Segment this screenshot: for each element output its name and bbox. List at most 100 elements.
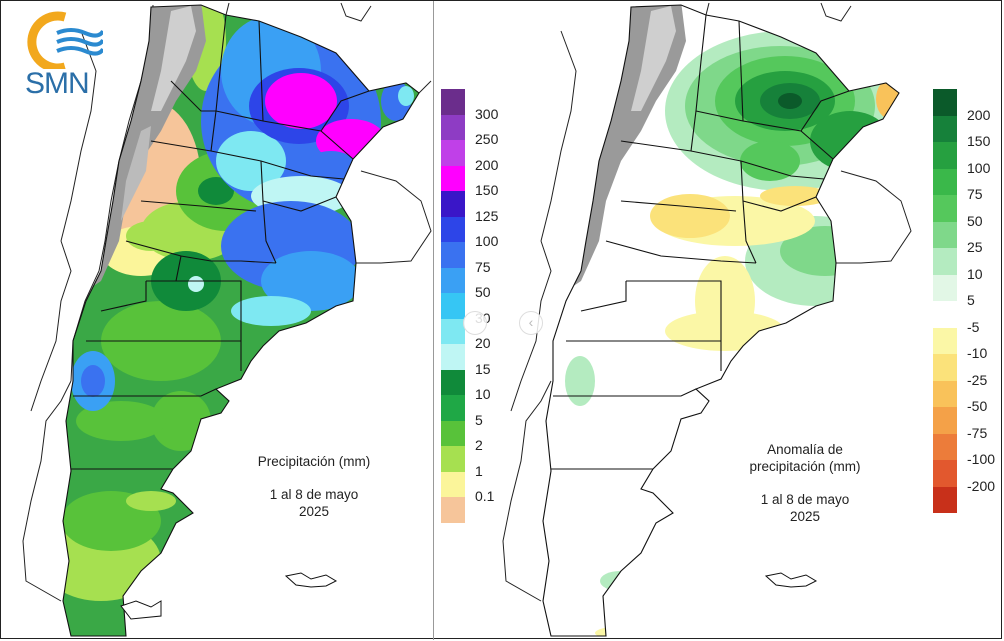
- legend-item: [441, 497, 521, 525]
- precipitation-year: 2025: [298, 504, 330, 519]
- legend-item: -200: [933, 460, 1003, 494]
- chevron-left-icon: ‹: [528, 314, 534, 330]
- legend-label: 300: [475, 105, 499, 122]
- legend-item: 25: [933, 221, 1003, 255]
- legend-swatch: [933, 115, 957, 142]
- province-borders: [62, 4, 420, 637]
- legend-swatch: [441, 293, 465, 319]
- legend-swatch: [933, 142, 957, 169]
- legend-label: 20: [475, 335, 491, 351]
- legend-label: -200: [967, 477, 996, 494]
- neighbour-borders-right: [502, 2, 912, 602]
- legend-label: -5: [967, 318, 980, 335]
- legend-label: 2: [475, 437, 483, 453]
- carousel-prev-button[interactable]: ‹: [519, 311, 543, 335]
- legend-item: 2: [441, 420, 521, 453]
- legend-item: -100: [933, 433, 1003, 467]
- legend-item: 10: [933, 248, 1003, 282]
- legend-item: 5: [933, 274, 1003, 308]
- legend-label: 50: [475, 284, 491, 300]
- legend-label: 1: [475, 462, 483, 479]
- legend-swatch: [441, 140, 465, 166]
- anomaly-caption: Anomalía de precipitación (mm) 1 al 8 de…: [725, 441, 885, 525]
- legend-item: 100: [441, 216, 521, 249]
- legend-label: -25: [967, 371, 988, 388]
- anomaly-period: 1 al 8 de mayo: [760, 492, 850, 507]
- smn-logo-icon: [27, 11, 103, 69]
- legend-swatch: [933, 433, 957, 460]
- legend-item: 20: [441, 318, 521, 351]
- legend-swatch: [933, 354, 957, 381]
- legend-swatch: [933, 168, 957, 195]
- legend-swatch: [933, 89, 957, 116]
- precipitation-title: Precipitación (mm): [257, 454, 371, 469]
- legend-swatch: [933, 221, 957, 248]
- legend-label: 125: [475, 207, 499, 224]
- islands-outline-right: [764, 572, 818, 588]
- smn-logo-text: SMN: [25, 67, 90, 100]
- legend-item: -10: [933, 327, 1003, 361]
- legend-swatch: [441, 471, 465, 497]
- legend-item: 150: [441, 165, 521, 198]
- carousel-dot-left[interactable]: [463, 311, 487, 335]
- legend-item: 200: [441, 140, 521, 173]
- anomaly-year: 2025: [789, 509, 821, 524]
- legend-label: -50: [967, 398, 988, 414]
- legend-swatch: [441, 369, 465, 395]
- legend-item: [933, 486, 1003, 515]
- legend-item: 300: [441, 89, 521, 122]
- legend-item: -75: [933, 407, 1003, 441]
- smn-logo: SMN: [23, 9, 103, 101]
- legend-item: 250: [441, 114, 521, 147]
- anomaly-map: [502, 2, 912, 637]
- legend-label: 100: [475, 233, 499, 249]
- legend-item: 75: [933, 168, 1003, 202]
- legend-swatch: [441, 267, 465, 293]
- legend-swatch: [933, 486, 957, 513]
- islands-outline: [284, 572, 338, 588]
- legend-label: 200: [475, 156, 499, 173]
- legend-item: 200: [933, 89, 1003, 123]
- legend-label: 150: [967, 133, 991, 149]
- legend-swatch: [441, 318, 465, 344]
- legend-swatch: [933, 460, 957, 487]
- legend-item: -50: [933, 380, 1003, 414]
- legend-label: 15: [475, 360, 491, 377]
- legend-item: 125: [441, 191, 521, 224]
- legend-swatch: [441, 344, 465, 370]
- legend-swatch: [933, 380, 957, 407]
- precipitation-map: [22, 2, 432, 637]
- legend-label: 5: [967, 292, 975, 308]
- legend-label: -10: [967, 345, 988, 361]
- legend-item: -25: [933, 354, 1003, 388]
- legend-label: 150: [475, 182, 499, 198]
- legend-swatch: [441, 497, 465, 523]
- legend-label: 100: [967, 159, 991, 176]
- anomaly-title-line1: Anomalía de: [767, 442, 843, 457]
- legend-item: 75: [441, 242, 521, 275]
- legend-label: -75: [967, 424, 988, 441]
- legend-swatch: [933, 248, 957, 275]
- legend-swatch: [933, 407, 957, 434]
- legend-swatch: [441, 446, 465, 472]
- province-borders-right: [542, 4, 900, 637]
- legend-swatch: [933, 274, 957, 301]
- legend-item: 1: [441, 446, 521, 479]
- legend-label: 250: [475, 131, 499, 147]
- legend-item: 50: [933, 195, 1003, 229]
- legend-item: 15: [441, 344, 521, 377]
- legend-swatch: [441, 191, 465, 217]
- legend-label: -100: [967, 451, 996, 467]
- legend-label: 10: [475, 386, 491, 402]
- legend-swatch: [441, 242, 465, 268]
- legend-swatch: [441, 216, 465, 242]
- legend-label: 200: [967, 106, 991, 123]
- legend-label: 5: [475, 411, 483, 428]
- legend-swatch: [441, 89, 465, 115]
- legend-swatch: [441, 420, 465, 446]
- legend-item: 5: [441, 395, 521, 428]
- legend-swatch: [441, 165, 465, 191]
- legend-label: 75: [967, 186, 983, 202]
- legend-item: 10: [441, 369, 521, 402]
- legend-item: 50: [441, 267, 521, 300]
